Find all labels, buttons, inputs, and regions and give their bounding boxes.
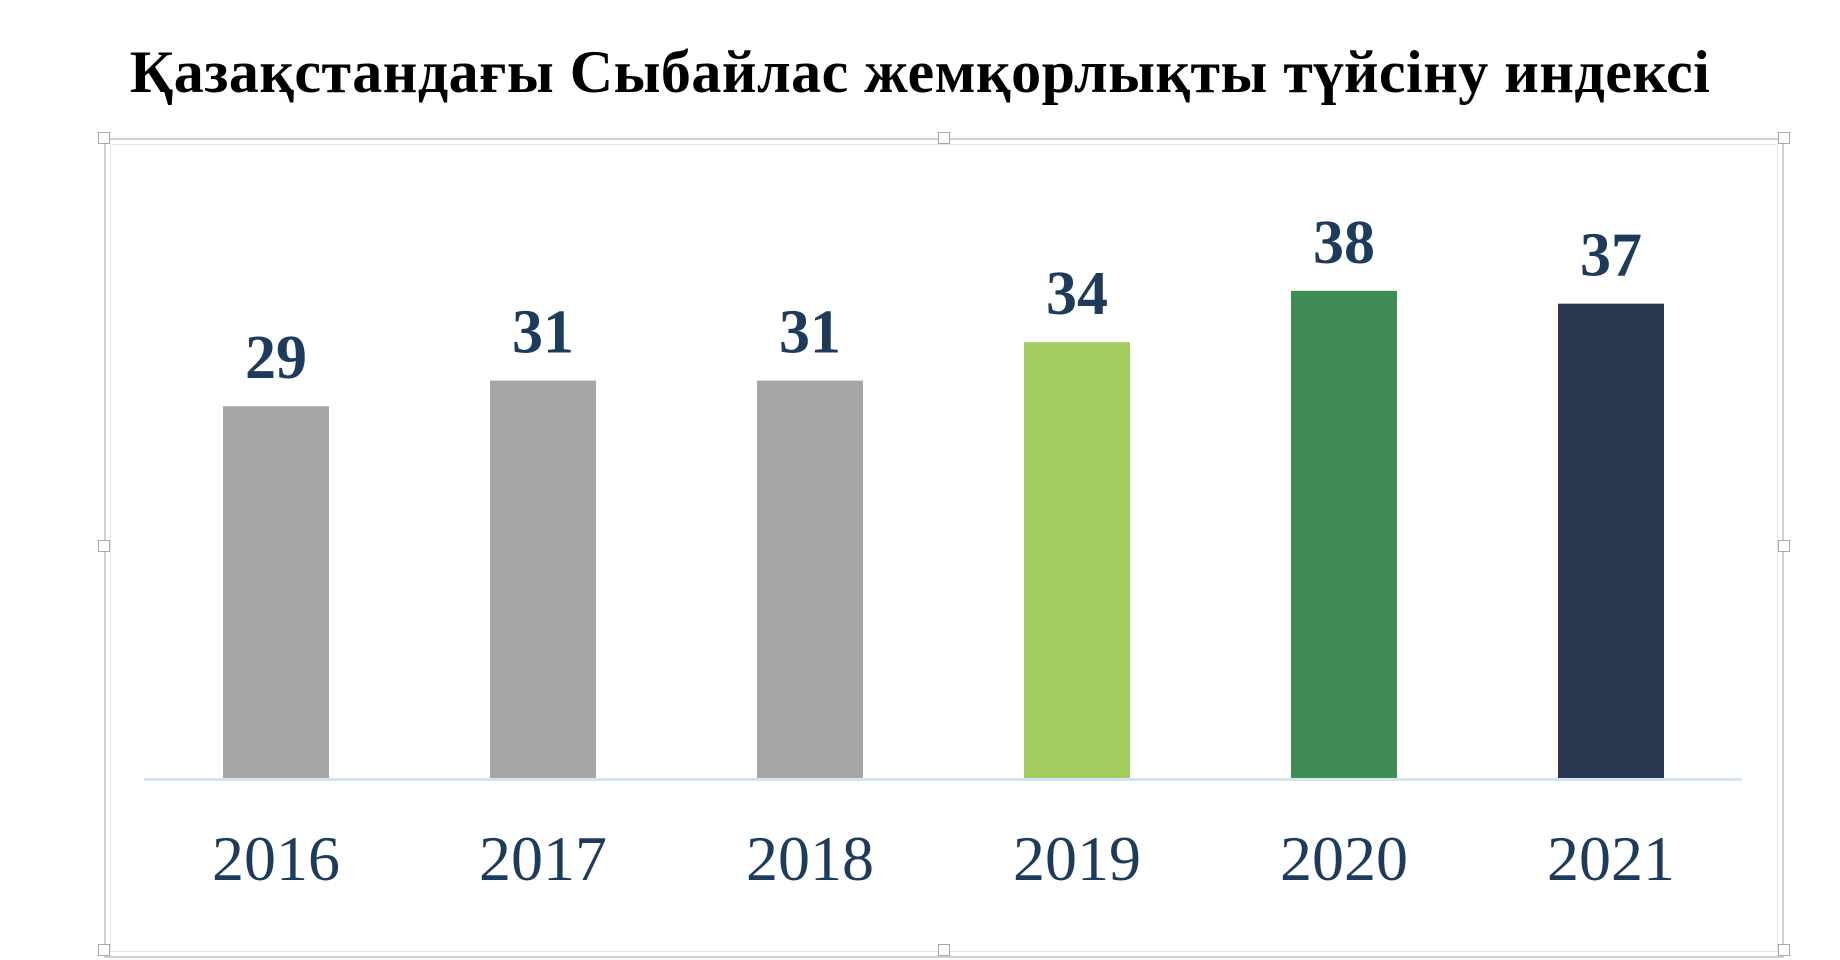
bar-2019: [1024, 342, 1130, 778]
data-label-2018: 31: [779, 299, 841, 367]
resize-handle-top-left[interactable]: [98, 132, 110, 144]
bar-2018: [757, 380, 863, 778]
chart-title: Қазақстандағы Сыбайлас жемқорлықты түйсі…: [129, 39, 1711, 105]
resize-handle-top-middle[interactable]: [938, 132, 950, 144]
x-tick-label-2020: 2020: [1280, 823, 1408, 894]
bar-2021: [1558, 303, 1664, 778]
resize-handle-middle-right[interactable]: [1778, 540, 1790, 552]
resize-handle-middle-left[interactable]: [98, 540, 110, 552]
x-tick-label-2018: 2018: [746, 823, 874, 894]
data-label-2016: 29: [245, 324, 307, 392]
x-tick-label-2021: 2021: [1547, 823, 1675, 894]
data-label-2021: 37: [1580, 222, 1642, 290]
resize-handle-bottom-middle[interactable]: [938, 944, 950, 956]
resize-handle-top-right[interactable]: [1778, 132, 1790, 144]
data-label-2017: 31: [512, 299, 574, 367]
bar-2016: [223, 406, 329, 778]
bar-2017: [490, 380, 596, 778]
x-tick-label-2019: 2019: [1013, 823, 1141, 894]
bar-2020: [1291, 290, 1397, 778]
x-tick-label-2017: 2017: [479, 823, 607, 894]
resize-handle-bottom-right[interactable]: [1778, 944, 1790, 956]
data-label-2020: 38: [1313, 209, 1375, 277]
x-tick-label-2016: 2016: [212, 823, 340, 894]
data-label-2019: 34: [1046, 260, 1108, 328]
resize-handle-bottom-left[interactable]: [98, 944, 110, 956]
